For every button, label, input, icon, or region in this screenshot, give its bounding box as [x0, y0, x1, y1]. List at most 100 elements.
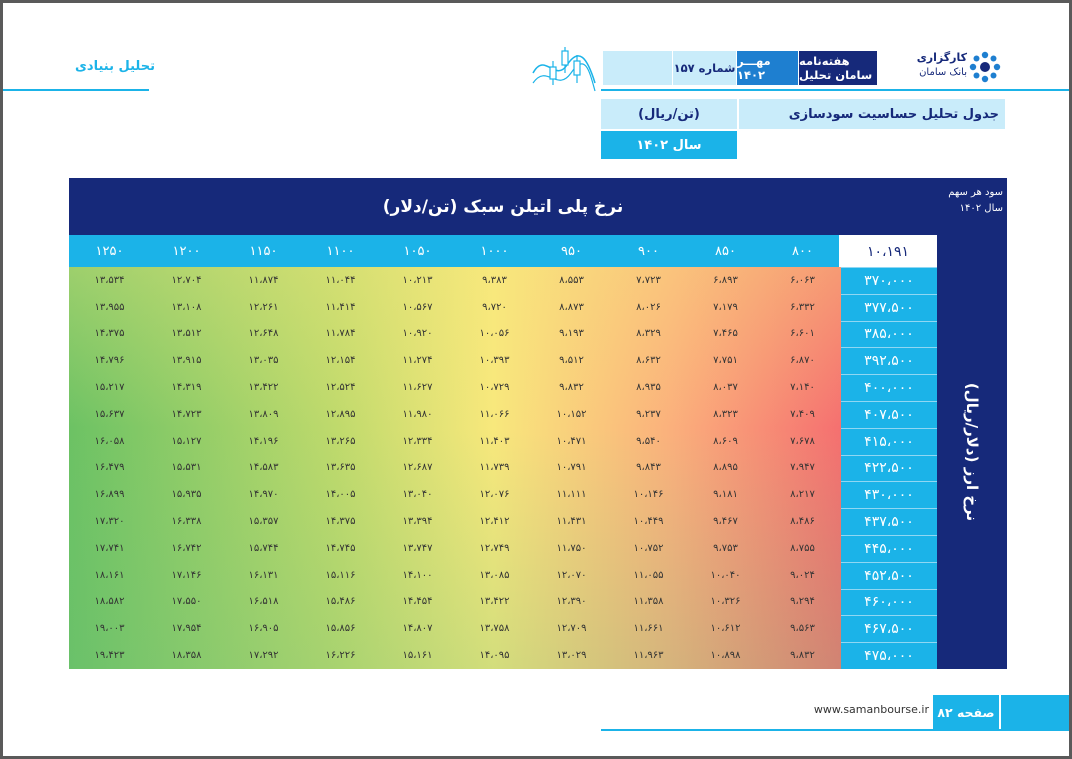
table-title: نرخ پلی اتیلن سبک (تن/دلار)	[382, 196, 624, 217]
table-cell: ۸،۶۳۲	[636, 355, 661, 367]
heatmap-shade	[69, 267, 841, 669]
table-cell: ۱۵،۲۱۷	[94, 382, 125, 394]
table-cell: ۱۱،۴۰۳	[479, 435, 510, 447]
table-cell: ۸،۷۵۵	[790, 542, 815, 554]
table-cell: ۱۷،۷۴۱	[94, 542, 125, 554]
table-cell: ۱۵،۵۳۱	[171, 462, 202, 474]
table-cell: ۱۰،۲۱۳	[402, 274, 433, 286]
table-cell: ۸،۸۷۳	[559, 301, 584, 313]
table-cell: ۱۴،۳۷۵	[94, 328, 125, 340]
table-cell: ۱۰،۱۵۲	[556, 408, 587, 420]
table-cell: ۹،۳۸۳	[482, 274, 507, 286]
table-cell: ۱۲،۳۳۴	[402, 435, 433, 447]
row-header: ۳۸۵،۰۰۰	[841, 320, 937, 348]
table-cell: ۱۳،۴۲۲	[248, 382, 279, 394]
footer-accent	[1001, 695, 1069, 729]
table-cell: ۱۴،۷۴۵	[325, 542, 356, 554]
row-axis-band	[937, 235, 1007, 669]
table-cell: ۱۶،۸۹۹	[94, 489, 125, 501]
table-cell: ۷،۶۷۸	[790, 435, 815, 447]
column-header: ۱۲۵۰	[95, 243, 124, 259]
table-cell: ۱۱،۲۷۴	[402, 355, 433, 367]
eps-label-line1: سود هر سهم	[948, 187, 1003, 198]
table-cell: ۱۸،۵۸۲	[94, 596, 125, 608]
table-cell: ۹،۵۱۲	[559, 355, 584, 367]
row-header: ۴۱۵،۰۰۰	[841, 427, 937, 455]
table-cell: ۱۰،۳۲۶	[710, 596, 741, 608]
table-cell: ۸،۵۵۳	[559, 274, 584, 286]
table-cell: ۱۱،۰۴۴	[325, 274, 356, 286]
header-blank-cell	[603, 51, 672, 85]
table-cell: ۱۷،۳۲۰	[94, 516, 125, 528]
table-cell: ۱۱،۳۵۸	[633, 596, 664, 608]
column-header: ۸۰۰	[792, 243, 813, 259]
table-cell: ۹،۴۶۷	[713, 516, 738, 528]
table-cell: ۱۳،۵۱۲	[171, 328, 202, 340]
table-cell: ۱۶،۴۷۹	[94, 462, 125, 474]
table-cell: ۱۲،۲۶۱	[248, 301, 279, 313]
table-cell: ۱۱،۰۵۵	[633, 569, 664, 581]
table-cell: ۱۳،۳۹۴	[402, 516, 433, 528]
table-cell: ۱۴،۱۰۰	[402, 569, 433, 581]
table-cell: ۹،۲۳۷	[636, 408, 661, 420]
column-header-band	[69, 235, 839, 267]
header-left-divider	[3, 89, 149, 91]
table-cell: ۱۳،۶۳۵	[325, 462, 356, 474]
table-cell: ۱۰،۳۹۳	[479, 355, 510, 367]
website-url: www.samanbourse.ir	[813, 703, 929, 716]
table-cell: ۱۰،۹۲۰	[402, 328, 433, 340]
table-cell: ۱۳،۴۲۲	[479, 596, 510, 608]
table-cell: ۱۰،۱۴۶	[633, 489, 664, 501]
table-cell: ۱۲،۵۲۴	[325, 382, 356, 394]
table-cell: ۱۱،۴۱۴	[325, 301, 356, 313]
table-cell: ۹،۷۲۰	[482, 301, 507, 313]
table-cell: ۷،۱۴۰	[790, 382, 815, 394]
table-cell: ۱۶،۵۱۸	[248, 596, 279, 608]
table-cell: ۱۱،۷۳۹	[479, 462, 510, 474]
weekly-title: هفته‌نامه سامان تحلیل	[799, 51, 877, 85]
table-cell: ۱۰،۴۴۹	[633, 516, 664, 528]
table-cell: ۱۹،۰۰۳	[94, 623, 125, 635]
section-label: تحلیل بنیادی	[75, 59, 155, 74]
table-cell: ۶،۸۹۳	[713, 274, 738, 286]
report-title: جدول تحلیل حساسیت سودسازی	[739, 99, 1005, 129]
table-cell: ۱۴،۱۹۶	[248, 435, 279, 447]
row-header: ۴۷۵،۰۰۰	[841, 642, 937, 669]
column-header: ۱۱۵۰	[249, 243, 278, 259]
table-cell: ۹،۵۴۰	[636, 435, 661, 447]
table-cell: ۱۰،۵۶۷	[402, 301, 433, 313]
eps-label: سود هر سهم سال ۱۴۰۲	[937, 185, 1003, 217]
table-cell: ۱۱،۴۳۱	[556, 516, 587, 528]
table-cell: ۹،۸۳۲	[559, 382, 584, 394]
table-cell: ۱۷،۹۵۴	[171, 623, 202, 635]
broker-name-line2: بانک سامان	[919, 67, 967, 78]
heatmap-background	[69, 267, 841, 669]
report-unit: (تن/ریال)	[601, 99, 737, 129]
header-right-divider	[601, 89, 1069, 91]
table-cell: ۱۵،۱۲۷	[171, 435, 202, 447]
table-cell: ۱۳،۰۴۰	[402, 489, 433, 501]
table-cell: ۸،۸۹۵	[713, 462, 738, 474]
table-cell: ۱۵،۳۵۷	[248, 516, 279, 528]
row-axis-label: نرخ ارز (دلار/ریال)	[963, 382, 981, 522]
table-cell: ۱۳،۰۲۹	[556, 650, 587, 662]
row-header: ۴۰۷،۵۰۰	[841, 401, 937, 428]
table-cell: ۱۰،۷۹۱	[556, 462, 587, 474]
table-cell: ۶،۶۰۱	[790, 328, 815, 340]
table-cell: ۱۴،۳۷۵	[325, 516, 356, 528]
table-cell: ۱۲،۶۴۸	[248, 328, 279, 340]
column-header: ۱۰۰۰	[480, 243, 509, 259]
table-cell: ۱۰،۶۱۲	[710, 623, 741, 635]
table-cell: ۱۵،۷۴۴	[248, 542, 279, 554]
table-cell: ۱۵،۸۵۶	[325, 623, 356, 635]
table-cell: ۹،۵۶۳	[790, 623, 815, 635]
table-cell: ۱۲،۷۰۴	[171, 274, 202, 286]
table-cell: ۱۰،۴۷۱	[556, 435, 587, 447]
table-cell: ۱۱،۰۶۶	[479, 408, 510, 420]
report-page: تحلیل بنیادی کارگزاری بانک سامان هفته‌نا…	[3, 3, 1069, 756]
table-cell: ۱۲،۴۱۲	[479, 516, 510, 528]
row-header: ۴۰۰،۰۰۰	[841, 374, 937, 401]
table-cell: ۷،۷۵۱	[713, 355, 738, 367]
table-cell: ۱۴،۵۸۳	[248, 462, 279, 474]
table-cell: ۱۷،۱۴۶	[171, 569, 202, 581]
